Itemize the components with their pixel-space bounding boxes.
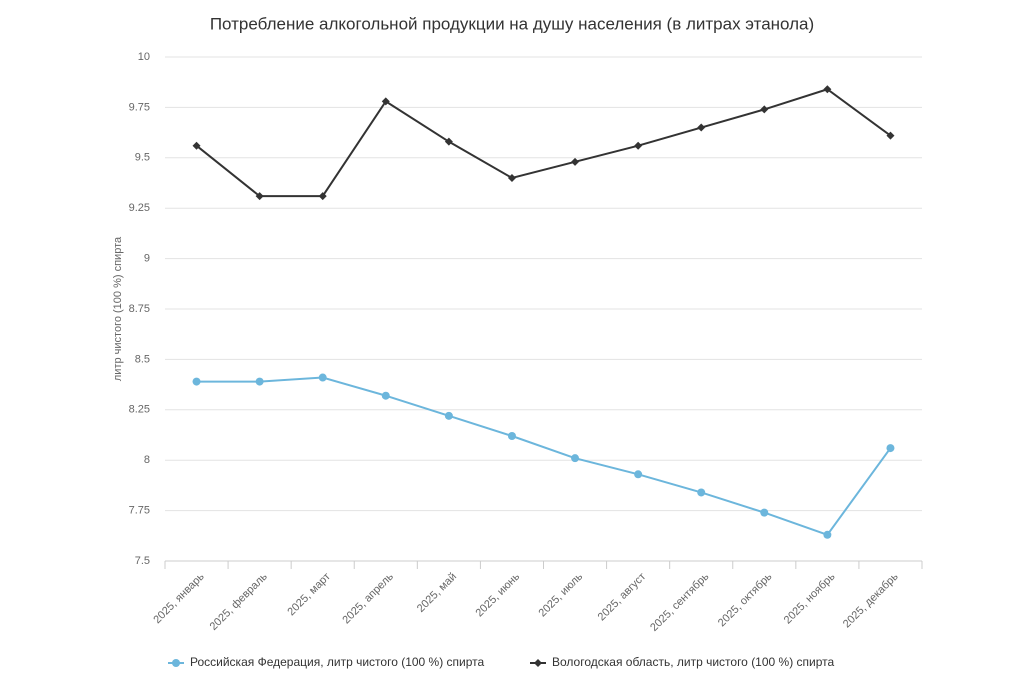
legend-label: Российская Федерация, литр чистого (100 …	[190, 655, 485, 669]
y-tick-label: 10	[138, 51, 150, 63]
x-tick-label: 2025, июль	[537, 571, 586, 620]
data-point	[697, 123, 706, 132]
data-point	[571, 157, 580, 166]
data-point	[255, 377, 264, 386]
data-point	[760, 508, 769, 517]
data-point	[381, 97, 390, 106]
data-point	[886, 131, 895, 140]
data-point	[381, 391, 390, 400]
chart-title: Потребление алкогольной продукции на душ…	[210, 14, 814, 33]
series-line	[196, 376, 892, 536]
x-tick-label: 2025, апрель	[340, 571, 396, 627]
y-tick-label: 8	[144, 454, 150, 466]
y-tick-label: 8.75	[129, 303, 150, 315]
x-tick-label: 2025, декабрь	[841, 571, 901, 631]
x-tick-label: 2025, ноябрь	[782, 571, 838, 627]
data-point	[192, 377, 201, 386]
y-tick-label: 9.75	[129, 101, 150, 113]
y-tick-label: 9	[144, 253, 150, 265]
data-point	[823, 530, 832, 539]
y-tick-label: 7.75	[129, 505, 150, 517]
y-tick-label: 8.25	[129, 404, 150, 416]
data-point	[634, 141, 643, 150]
y-axis-label: литр чистого (100 %) спирта	[112, 236, 124, 381]
data-point	[760, 105, 769, 114]
y-tick-label: 7.5	[135, 555, 150, 567]
data-point	[507, 432, 516, 441]
legend-label: Вологодская область, литр чистого (100 %…	[552, 655, 835, 669]
data-point	[318, 373, 327, 382]
y-tick-label: 9.5	[135, 152, 150, 164]
y-tick-label: 8.5	[135, 353, 150, 365]
x-tick-label: 2025, сентябрь	[648, 571, 711, 634]
data-point	[886, 444, 895, 453]
x-tick-label: 2025, август	[596, 571, 649, 624]
data-point	[571, 454, 580, 463]
data-point	[507, 173, 516, 182]
data-point	[634, 470, 643, 479]
x-tick-label: 2025, февраль	[208, 571, 270, 633]
x-tick-label: 2025, май	[415, 571, 459, 615]
data-point	[534, 659, 542, 667]
data-point	[172, 659, 180, 667]
x-tick-label: 2025, октябрь	[716, 571, 775, 630]
data-point	[444, 411, 453, 420]
data-point	[444, 137, 453, 146]
data-point	[823, 85, 832, 94]
data-point	[697, 488, 706, 497]
y-tick-label: 9.25	[129, 202, 150, 214]
data-point	[192, 141, 201, 150]
x-tick-label: 2025, июнь	[473, 571, 522, 620]
x-tick-label: 2025, март	[285, 571, 333, 619]
series-line	[195, 88, 892, 198]
x-tick-label: 2025, январь	[151, 571, 207, 627]
data-point	[318, 192, 327, 201]
data-point	[255, 192, 264, 201]
